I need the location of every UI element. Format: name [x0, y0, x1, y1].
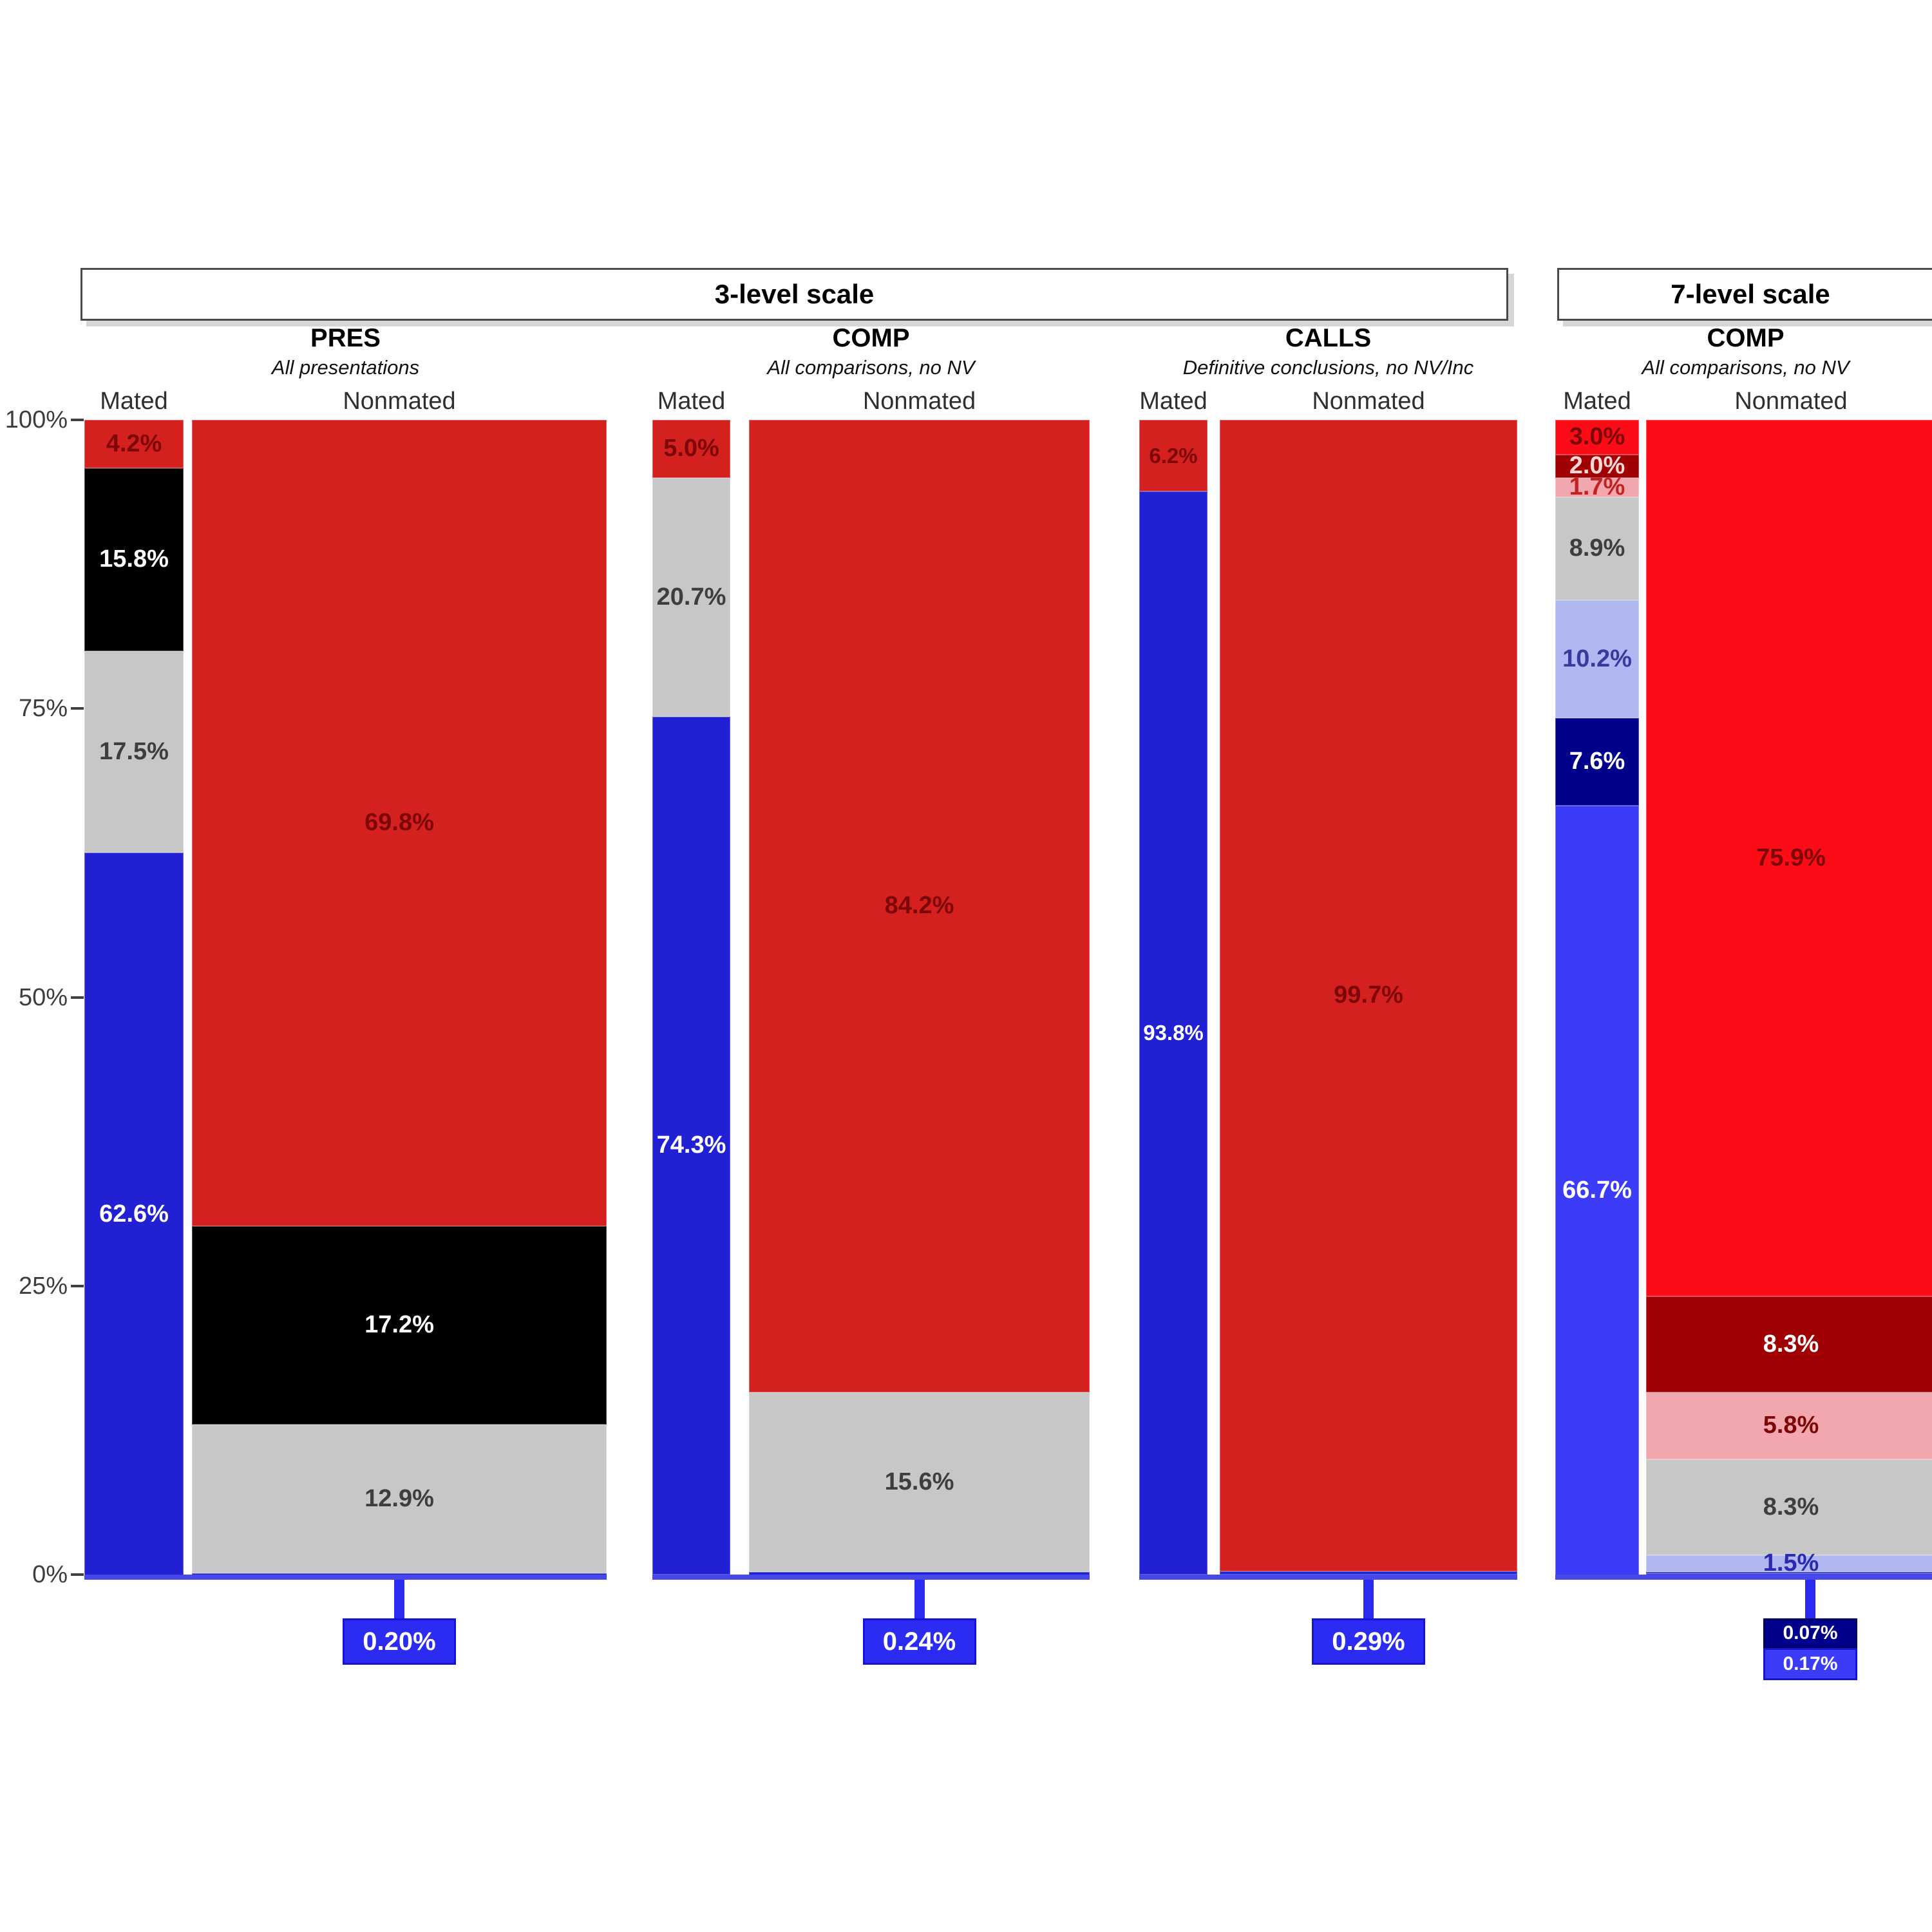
- x-axis-baseline: [1139, 1575, 1517, 1580]
- bar-segment: 2.0%: [1555, 452, 1639, 480]
- y-tick-mark: [71, 996, 84, 999]
- bar-segment-label: 6.2%: [1149, 443, 1198, 468]
- panel-subtitle: Definitive conclusions, no NV/Inc: [1182, 356, 1474, 379]
- bar-segment-label: 93.8%: [1143, 1021, 1204, 1045]
- bar-segment: 62.6%: [84, 853, 184, 1576]
- column-label: Mated: [100, 388, 168, 415]
- panel-title: COMP: [832, 324, 910, 352]
- bar-segment-label: 2.0%: [1569, 452, 1625, 480]
- scale-header: 3-level scale: [80, 268, 1508, 321]
- bar-segment-label: 17.5%: [99, 737, 169, 765]
- y-tick-label: 25%: [18, 1272, 68, 1300]
- callout-value: 0.24%: [862, 1618, 976, 1665]
- column-label: Nonmated: [343, 388, 456, 415]
- bar-segment-label: 84.2%: [884, 892, 954, 920]
- bar-segment: 84.2%: [749, 420, 1090, 1392]
- callout-stem: [1805, 1580, 1815, 1618]
- y-tick-mark: [71, 707, 84, 710]
- callout-value: 0.17%: [1763, 1648, 1857, 1680]
- bar-segment: 17.5%: [84, 650, 184, 853]
- bar-segment: 93.8%: [1139, 491, 1208, 1575]
- y-tick-mark: [71, 1573, 84, 1576]
- bar-segment: 1.5%: [1646, 1549, 1932, 1577]
- y-tick-mark: [71, 1284, 84, 1287]
- x-axis-baseline: [652, 1575, 1090, 1580]
- column-label: Nonmated: [1734, 388, 1848, 415]
- column-label: Mated: [1139, 388, 1208, 415]
- panel-title: CALLS: [1285, 324, 1372, 352]
- bar-segment: 75.9%: [1646, 420, 1932, 1296]
- bar-segment-label: 74.3%: [656, 1132, 726, 1159]
- y-tick-label: 75%: [18, 695, 68, 723]
- bar-segment: 20.7%: [652, 477, 730, 717]
- callout-stem: [1363, 1580, 1374, 1618]
- bar-segment: 5.8%: [1646, 1392, 1932, 1459]
- bar-segment: [1220, 1571, 1517, 1575]
- bar-segment-label: 69.8%: [365, 809, 434, 837]
- bar-segment-label: 8.9%: [1569, 535, 1625, 562]
- bar-segment-label: 62.6%: [99, 1200, 169, 1228]
- bar-segment-label: 75.9%: [1756, 844, 1826, 871]
- bar-segment: 7.6%: [1555, 717, 1639, 806]
- y-tick-label: 50%: [18, 983, 68, 1011]
- bar-segment: 6.2%: [1139, 420, 1208, 492]
- callout-stem: [394, 1580, 404, 1618]
- bar-segment-label: 5.8%: [1763, 1412, 1819, 1439]
- x-axis-baseline: [84, 1575, 607, 1580]
- bar-segment: 1.7%: [1555, 473, 1639, 501]
- bar-segment-label: 66.7%: [1562, 1177, 1632, 1204]
- bar-segment-label: 5.0%: [663, 435, 719, 462]
- bar-segment-label: 1.5%: [1763, 1549, 1819, 1577]
- callout-value: 0.29%: [1312, 1618, 1425, 1665]
- bar-segment: 74.3%: [652, 716, 730, 1575]
- bar-segment: 15.6%: [749, 1392, 1090, 1573]
- panel-title: PRES: [310, 324, 381, 352]
- bar-segment: 69.8%: [192, 420, 607, 1226]
- panel-subtitle: All comparisons, no NV: [767, 356, 975, 379]
- bar-segment: 3.0%: [1555, 420, 1639, 455]
- column-label: Mated: [657, 388, 726, 415]
- panel-title: COMP: [1707, 324, 1785, 352]
- y-tick-mark: [71, 419, 84, 421]
- callout-value: 0.07%: [1763, 1618, 1857, 1648]
- bar-segment: 10.2%: [1555, 600, 1639, 718]
- bar-segment-label: 1.7%: [1569, 473, 1625, 501]
- bar-segment: 15.8%: [84, 468, 184, 651]
- bar-segment-label: 20.7%: [656, 583, 726, 611]
- bar-segment: 66.7%: [1555, 805, 1639, 1576]
- bar-segment-label: 8.3%: [1763, 1493, 1819, 1520]
- callout-value: 0.20%: [343, 1618, 456, 1665]
- bar-segment: 8.3%: [1646, 1296, 1932, 1392]
- bar-segment-label: 99.7%: [1334, 981, 1403, 1009]
- x-axis-baseline: [1555, 1575, 1932, 1580]
- panel-subtitle: All presentations: [271, 356, 420, 379]
- y-tick-label: 0%: [32, 1561, 68, 1588]
- bar-segment: 5.0%: [652, 420, 730, 478]
- callout-stem: [914, 1580, 925, 1618]
- bar-segment-label: 17.2%: [365, 1311, 434, 1339]
- bar-segment: 8.3%: [1646, 1459, 1932, 1555]
- column-label: Mated: [1563, 388, 1631, 415]
- bar-segment-label: 15.8%: [99, 545, 169, 573]
- panel-subtitle: All comparisons, no NV: [1642, 356, 1850, 379]
- column-label: Nonmated: [1312, 388, 1425, 415]
- bar-segment: 4.2%: [84, 420, 184, 469]
- bar-segment: 12.9%: [192, 1424, 607, 1574]
- bar-segment-label: 12.9%: [365, 1485, 434, 1513]
- bar-segment-label: 10.2%: [1562, 645, 1632, 672]
- bar-segment: 8.9%: [1555, 497, 1639, 600]
- bar-segment-label: 4.2%: [106, 430, 162, 458]
- bar-segment-label: 15.6%: [884, 1468, 954, 1496]
- column-label: Nonmated: [862, 388, 976, 415]
- bar-segment: 17.2%: [192, 1226, 607, 1425]
- scale-header: 7-level scale: [1557, 268, 1932, 321]
- bar-segment: 99.7%: [1220, 420, 1517, 1571]
- bar-segment-label: 8.3%: [1763, 1330, 1819, 1358]
- bar-segment-label: 3.0%: [1569, 423, 1625, 451]
- y-tick-label: 100%: [5, 406, 68, 433]
- bar-segment-label: 7.6%: [1569, 748, 1625, 775]
